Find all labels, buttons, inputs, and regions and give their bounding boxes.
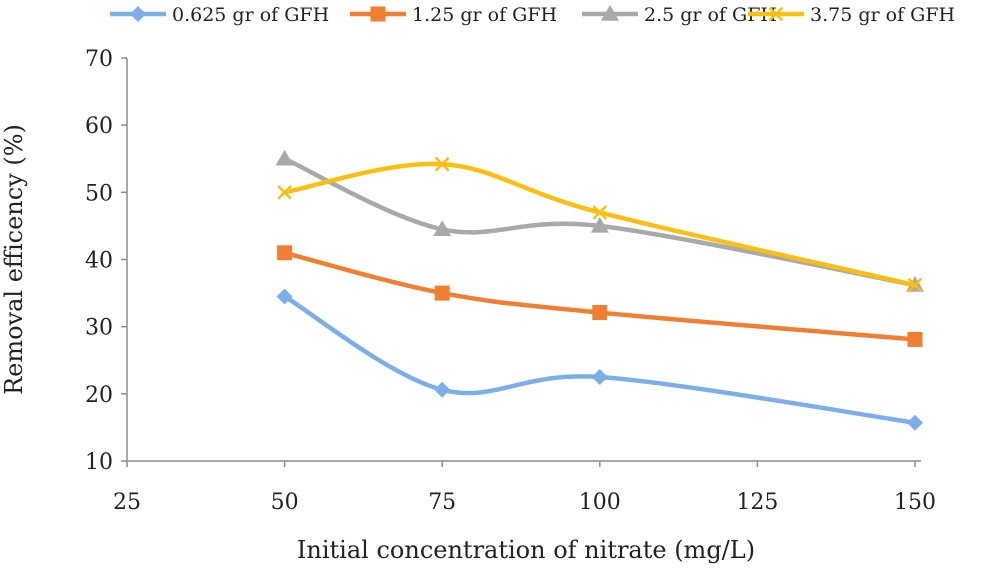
data-point-1-25-gr-of-gfh xyxy=(907,331,923,347)
data-point-0-625-gr-of-gfh xyxy=(907,414,923,431)
data-point-0-625-gr-of-gfh xyxy=(434,381,451,398)
series-3-75-gr-of-gfh xyxy=(277,156,923,293)
legend-item-3-75-gr-of-gfh: 3.75 gr of GFH xyxy=(748,4,955,26)
data-point-3-75-gr-of-gfh xyxy=(434,156,450,172)
data-point-0-625-gr-of-gfh xyxy=(591,369,608,386)
series-1-25-gr-of-gfh xyxy=(277,245,923,347)
data-point-0-625-gr-of-gfh xyxy=(276,288,293,305)
data-point-3-75-gr-of-gfh xyxy=(592,205,608,220)
legend-item-2-5-gr-of-gfh: 2.5 gr of GFH xyxy=(582,4,777,26)
series-line-2-5-gr-of-gfh xyxy=(282,156,918,288)
legend-label-3-75-gr-of-gfh: 3.75 gr of GFH xyxy=(810,4,955,26)
data-point-2-5-gr-of-gfh xyxy=(433,220,452,237)
x-tick-label: 25 xyxy=(113,490,141,515)
series-0-625-gr-of-gfh xyxy=(276,288,923,431)
y-tick-label: 10 xyxy=(85,450,113,475)
legend-item-1-25-gr-of-gfh: 1.25 gr of GFH xyxy=(350,4,557,26)
data-point-3-75-gr-of-gfh xyxy=(907,277,923,293)
data-point-1-25-gr-of-gfh xyxy=(434,285,450,301)
x-tick-label: 150 xyxy=(894,490,936,515)
y-tick-label: 40 xyxy=(85,249,113,274)
y-tick-label: 30 xyxy=(85,316,113,341)
y-tick-label: 60 xyxy=(85,114,113,139)
data-point-1-25-gr-of-gfh xyxy=(277,245,293,261)
legend-marker-0-625-gr-of-gfh xyxy=(130,6,146,22)
x-tick-label: 125 xyxy=(736,490,778,515)
data-point-3-75-gr-of-gfh xyxy=(277,184,292,200)
data-point-1-25-gr-of-gfh xyxy=(592,305,608,321)
legend-marker-1-25-gr-of-gfh xyxy=(370,6,386,22)
legend-marker-3-75-gr-of-gfh xyxy=(768,6,784,22)
x-tick-label: 75 xyxy=(428,490,456,515)
legend: 0.625 gr of GFH 1.25 gr of GFH 2.5 gr of G… xyxy=(110,4,955,26)
series-line-1-25-gr-of-gfh xyxy=(282,250,918,342)
series-line-0-625-gr-of-gfh xyxy=(282,294,918,425)
legend-item-0-625-gr-of-gfh: 0.625 gr of GFH xyxy=(110,4,329,26)
y-tick-label: 20 xyxy=(85,383,113,408)
x-axis-title: Initial concentration of nitrate (mg/L) xyxy=(297,536,755,564)
y-tick-label: 50 xyxy=(85,181,113,206)
axes: 10 20 30 40 50 60 70 25 50 75 100 125 150 Removal e… xyxy=(0,47,936,564)
series-line-3-75-gr-of-gfh xyxy=(282,161,918,288)
x-tick-label: 100 xyxy=(579,490,621,515)
legend-label-2-5-gr-of-gfh: 2.5 gr of GFH xyxy=(644,4,777,26)
plot-area xyxy=(275,149,924,431)
y-ticks: 10 20 30 40 50 60 70 xyxy=(85,47,127,475)
data-point-2-5-gr-of-gfh xyxy=(590,216,609,233)
y-tick-label: 70 xyxy=(85,47,113,72)
data-point-2-5-gr-of-gfh xyxy=(275,149,294,166)
x-tick-label: 50 xyxy=(271,490,299,515)
x-ticks: 25 50 75 100 125 150 xyxy=(113,461,936,515)
legend-label-0-625-gr-of-gfh: 0.625 gr of GFH xyxy=(172,4,329,26)
y-axis-title: Removal efficency (%) xyxy=(0,124,28,395)
legend-label-1-25-gr-of-gfh: 1.25 gr of GFH xyxy=(412,4,557,26)
legend-marker-2-5-gr-of-gfh xyxy=(601,5,619,21)
